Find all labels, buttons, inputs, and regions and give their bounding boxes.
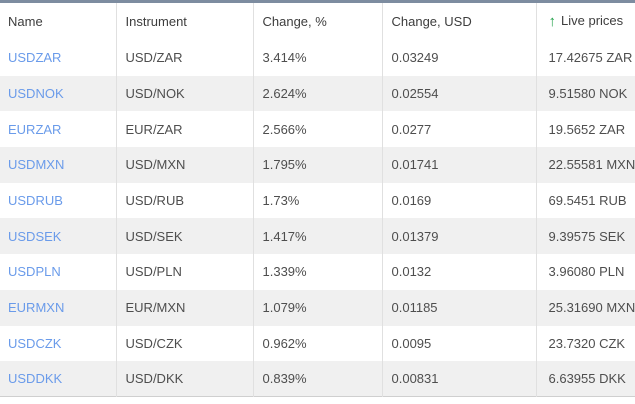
live-prices-table: Name Instrument Change, % Change, USD ↑ L… [0,3,635,398]
instrument-cell: USD/PLN [125,264,182,280]
instrument-cell: USD/RUB [125,193,185,209]
change-usd-cell: 0.01379 [391,228,439,244]
symbol-link[interactable]: USDDKK [8,371,63,387]
column-header-live-prices[interactable]: ↑ Live prices [535,3,635,40]
column-header-name[interactable]: Name [0,3,116,40]
table-row: USDPLN USD/PLN 1.339% 0.0132 3.96080 PLN [0,254,635,290]
column-header-instrument[interactable]: Instrument [115,3,253,40]
table-row: USDNOK USD/NOK 2.624% 0.02554 9.51580 NOK [0,75,635,112]
live-price-cell: 17.42675 ZAR [548,50,633,66]
column-header-label: Live prices [561,13,624,28]
instrument-cell: USD/SEK [125,228,183,244]
change-usd-cell: 0.01185 [391,300,438,316]
table-body: USDZAR USD/ZAR 3.414% 0.03249 17.42675 ZAR US… [0,40,635,397]
instrument-cell: EUR/MXN [125,300,186,316]
table-row: USDMXN USD/MXN 1.795% 0.01741 22.55581 MXN [0,147,635,183]
live-price-cell: 25.31690 MXN [548,300,635,316]
symbol-link[interactable]: USDRUB [8,193,63,209]
change-pct-cell: 2.624% [262,86,307,102]
symbol-link[interactable]: USDCZK [8,335,62,351]
change-usd-cell: 0.0277 [391,121,432,137]
change-pct-cell: 2.566% [262,121,307,137]
live-price-cell: 6.63955 DKK [548,371,626,387]
instrument-cell: USD/ZAR [125,50,183,66]
arrow-up-icon: ↑ [548,13,557,30]
column-header-change-usd[interactable]: Change, USD [381,3,536,40]
symbol-link[interactable]: EURMXN [8,300,65,316]
table-row: EURMXN EUR/MXN 1.079% 0.01185 25.31690 MXN [0,289,635,326]
table-row: USDZAR USD/ZAR 3.414% 0.03249 17.42675 ZAR [0,40,635,76]
live-price-cell: 22.55581 MXN [548,157,635,173]
top-accent-bar [0,0,635,3]
symbol-link[interactable]: USDMXN [8,157,65,173]
table-row: EURZAR EUR/ZAR 2.566% 0.0277 19.5652 ZAR [0,111,635,148]
column-header-change-pct[interactable]: Change, % [252,3,382,40]
table-row: USDCZK USD/CZK 0.962% 0.0095 23.7320 CZK [0,325,635,362]
change-pct-cell: 1.079% [262,300,307,316]
change-pct-cell: 1.339% [262,264,307,280]
instrument-cell: USD/NOK [125,86,185,102]
live-price-cell: 23.7320 CZK [548,335,626,351]
change-usd-cell: 0.0132 [391,264,432,280]
symbol-link[interactable]: USDSEK [8,228,62,244]
change-usd-cell: 0.0095 [391,335,432,351]
table-row: USDDKK USD/DKK 0.839% 0.00831 6.63955 DKK [0,361,635,397]
live-price-cell: 69.5451 RUB [548,193,627,209]
column-header-label: Change, % [262,14,327,29]
change-pct-cell: 1.795% [262,157,307,173]
column-header-label: Instrument [125,14,187,29]
change-usd-cell: 0.0169 [391,193,432,209]
live-price-cell: 3.96080 PLN [548,264,625,280]
table-header-row: Name Instrument Change, % Change, USD ↑ L… [0,3,635,40]
symbol-link[interactable]: EURZAR [8,121,62,137]
instrument-cell: USD/MXN [125,157,186,173]
table-row: USDRUB USD/RUB 1.73% 0.0169 69.5451 RUB [0,182,635,219]
symbol-link[interactable]: USDNOK [8,86,64,102]
change-pct-cell: 0.839% [262,371,307,387]
symbol-link[interactable]: USDPLN [8,264,61,280]
live-price-cell: 9.51580 NOK [548,86,628,102]
instrument-cell: EUR/ZAR [125,121,183,137]
live-price-cell: 19.5652 ZAR [548,121,626,137]
symbol-link[interactable]: USDZAR [8,50,62,66]
change-pct-cell: 3.414% [262,50,307,66]
change-pct-cell: 1.417% [262,228,307,244]
instrument-cell: USD/DKK [125,371,184,387]
change-usd-cell: 0.00831 [391,371,439,387]
change-usd-cell: 0.02554 [391,86,439,102]
column-header-label: Name [8,14,43,29]
table-row: USDSEK USD/SEK 1.417% 0.01379 9.39575 SEK [0,218,635,255]
column-header-label: Change, USD [391,14,472,29]
live-price-cell: 9.39575 SEK [548,228,626,244]
change-pct-cell: 1.73% [262,193,300,209]
instrument-cell: USD/CZK [125,335,183,351]
change-usd-cell: 0.03249 [391,50,439,66]
change-usd-cell: 0.01741 [391,157,439,173]
change-pct-cell: 0.962% [262,335,307,351]
